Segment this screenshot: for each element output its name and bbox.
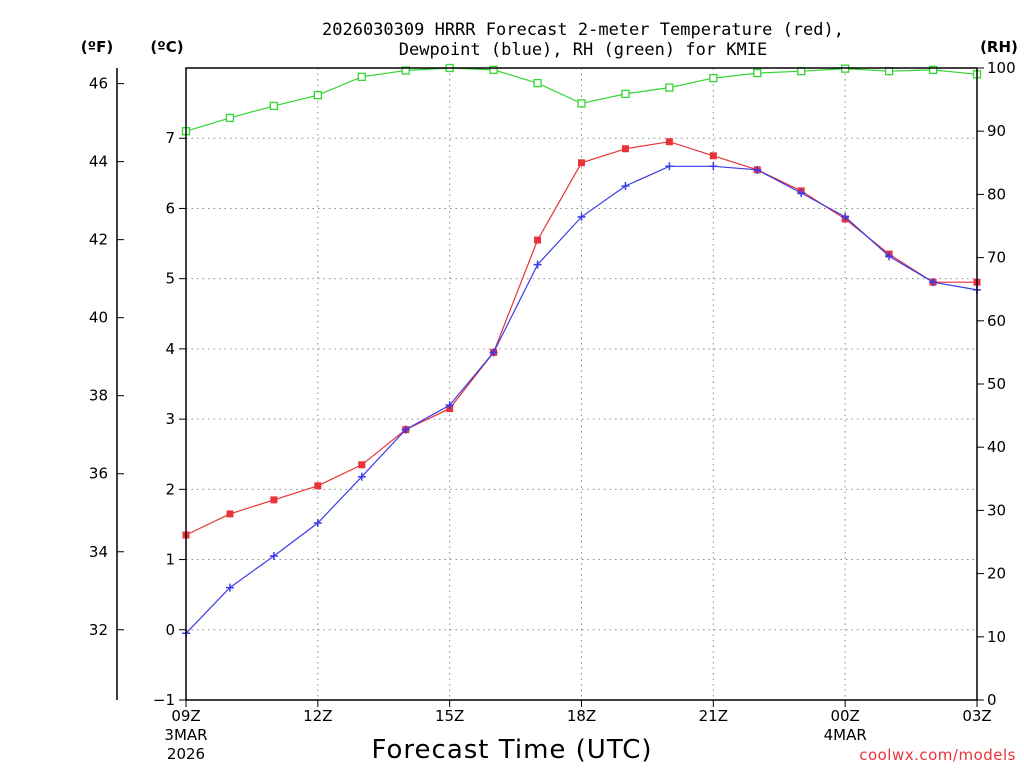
rh-marker — [577, 99, 586, 108]
dewpoint-marker — [665, 162, 674, 171]
rh-tick-label: 40 — [987, 438, 1006, 456]
celsius-tick-label: 4 — [165, 340, 175, 358]
rh-tick-label: 30 — [987, 501, 1006, 519]
rh-tick-label: 70 — [987, 249, 1006, 267]
time-tick-label: 21Z — [699, 707, 728, 725]
temperature-marker — [621, 145, 629, 153]
grid — [186, 68, 977, 700]
fahrenheit-tick-label: 34 — [89, 543, 108, 561]
temperature-marker — [534, 236, 542, 244]
temperature-marker — [578, 159, 585, 167]
rh-marker — [621, 89, 630, 99]
rh-marker — [313, 91, 322, 100]
dewpoint-marker — [753, 165, 762, 174]
time-tick-label: 18Z — [567, 707, 596, 725]
dewpoint-marker — [445, 401, 454, 410]
fahrenheit-axis: 32 34 36 38 40 42 44 46 — [89, 68, 124, 700]
time-tick-label: 12Z — [303, 707, 332, 725]
rh-marker — [357, 72, 366, 81]
date-label: 3MAR — [164, 726, 207, 744]
rh-tick-label: 90 — [987, 122, 1006, 140]
rh-marker — [225, 113, 235, 123]
credit-text: coolwx.com/models — [859, 746, 1016, 764]
dewpoint-marker — [269, 552, 278, 561]
celsius-tick-label: 3 — [165, 410, 175, 428]
dewpoint-marker — [621, 181, 630, 190]
dewpoint-marker — [841, 212, 850, 221]
dewpoint-marker — [489, 348, 498, 357]
dewpoint-marker — [357, 472, 366, 481]
dewpoint-marker — [929, 278, 938, 287]
celsius-tick-label: 0 — [165, 621, 175, 639]
dewpoint-marker — [401, 425, 410, 434]
dewpoint-marker — [709, 162, 718, 171]
date-label: 4MAR — [824, 726, 867, 744]
rh-unit-label: (RH) — [980, 38, 1018, 56]
fahrenheit-unit-label: (ºF) — [81, 38, 113, 56]
dewpoint-marker — [225, 583, 234, 592]
chart-title-line1: 2026030309 HRRR Forecast 2-meter Tempera… — [322, 20, 844, 40]
celsius-unit-label: (ºC) — [150, 38, 183, 56]
rh-marker — [269, 101, 279, 111]
celsius-tick-label: 7 — [165, 129, 175, 147]
dewpoint-marker — [533, 260, 542, 269]
year-label: 2026 — [167, 745, 205, 763]
temperature-marker — [270, 496, 278, 504]
rh-axis: 0 10 20 30 40 50 60 70 80 90 100 — [977, 59, 1016, 709]
celsius-axis: −1 0 1 2 3 4 5 6 7 — [153, 129, 186, 709]
dewpoint-marker — [885, 252, 894, 261]
fahrenheit-tick-label: 44 — [89, 153, 108, 171]
celsius-tick-label: 6 — [165, 199, 175, 217]
temperature-marker — [358, 461, 366, 469]
rh-tick-label: 10 — [987, 628, 1006, 646]
temperature-marker — [314, 482, 322, 490]
celsius-tick-label: 1 — [165, 551, 175, 569]
dewpoint-marker — [577, 212, 586, 221]
rh-tick-label: 80 — [987, 185, 1006, 203]
fahrenheit-tick-label: 40 — [89, 309, 108, 327]
temperature-marker — [226, 510, 234, 518]
dewpoint-marker — [313, 519, 322, 528]
rh-marker — [533, 79, 542, 88]
rh-tick-label: 60 — [987, 312, 1006, 330]
fahrenheit-tick-label: 38 — [89, 387, 108, 405]
celsius-tick-label: −1 — [153, 691, 175, 709]
rh-marker — [928, 65, 938, 75]
x-axis-title: Forecast Time (UTC) — [371, 735, 652, 765]
time-tick-label: 03Z — [962, 707, 991, 725]
rh-tick-label: 0 — [987, 691, 997, 709]
fahrenheit-tick-label: 36 — [89, 465, 108, 483]
fahrenheit-tick-label: 32 — [89, 621, 108, 639]
dewpoint-marker — [797, 188, 806, 197]
fahrenheit-tick-label: 42 — [89, 231, 108, 249]
rh-marker — [709, 73, 718, 83]
rh-tick-label: 50 — [987, 375, 1006, 393]
rh-marker — [489, 65, 498, 75]
temperature-marker — [709, 152, 717, 160]
chart-title-line2: Dewpoint (blue), RH (green) for KMIE — [399, 40, 767, 60]
temperature-marker — [665, 138, 673, 146]
series-layer — [181, 63, 982, 638]
rh-tick-label: 100 — [987, 59, 1016, 77]
time-tick-label: 00Z — [830, 707, 859, 725]
fahrenheit-tick-label: 46 — [89, 75, 108, 93]
plot-frame — [185, 67, 978, 701]
time-tick-label: 15Z — [435, 707, 464, 725]
time-tick-label: 09Z — [171, 707, 200, 725]
celsius-tick-label: 5 — [165, 270, 175, 288]
rh-marker — [401, 66, 410, 75]
celsius-tick-label: 2 — [165, 480, 175, 498]
rh-tick-label: 20 — [987, 565, 1006, 583]
rh-marker — [753, 68, 762, 78]
rh-marker — [665, 83, 674, 92]
